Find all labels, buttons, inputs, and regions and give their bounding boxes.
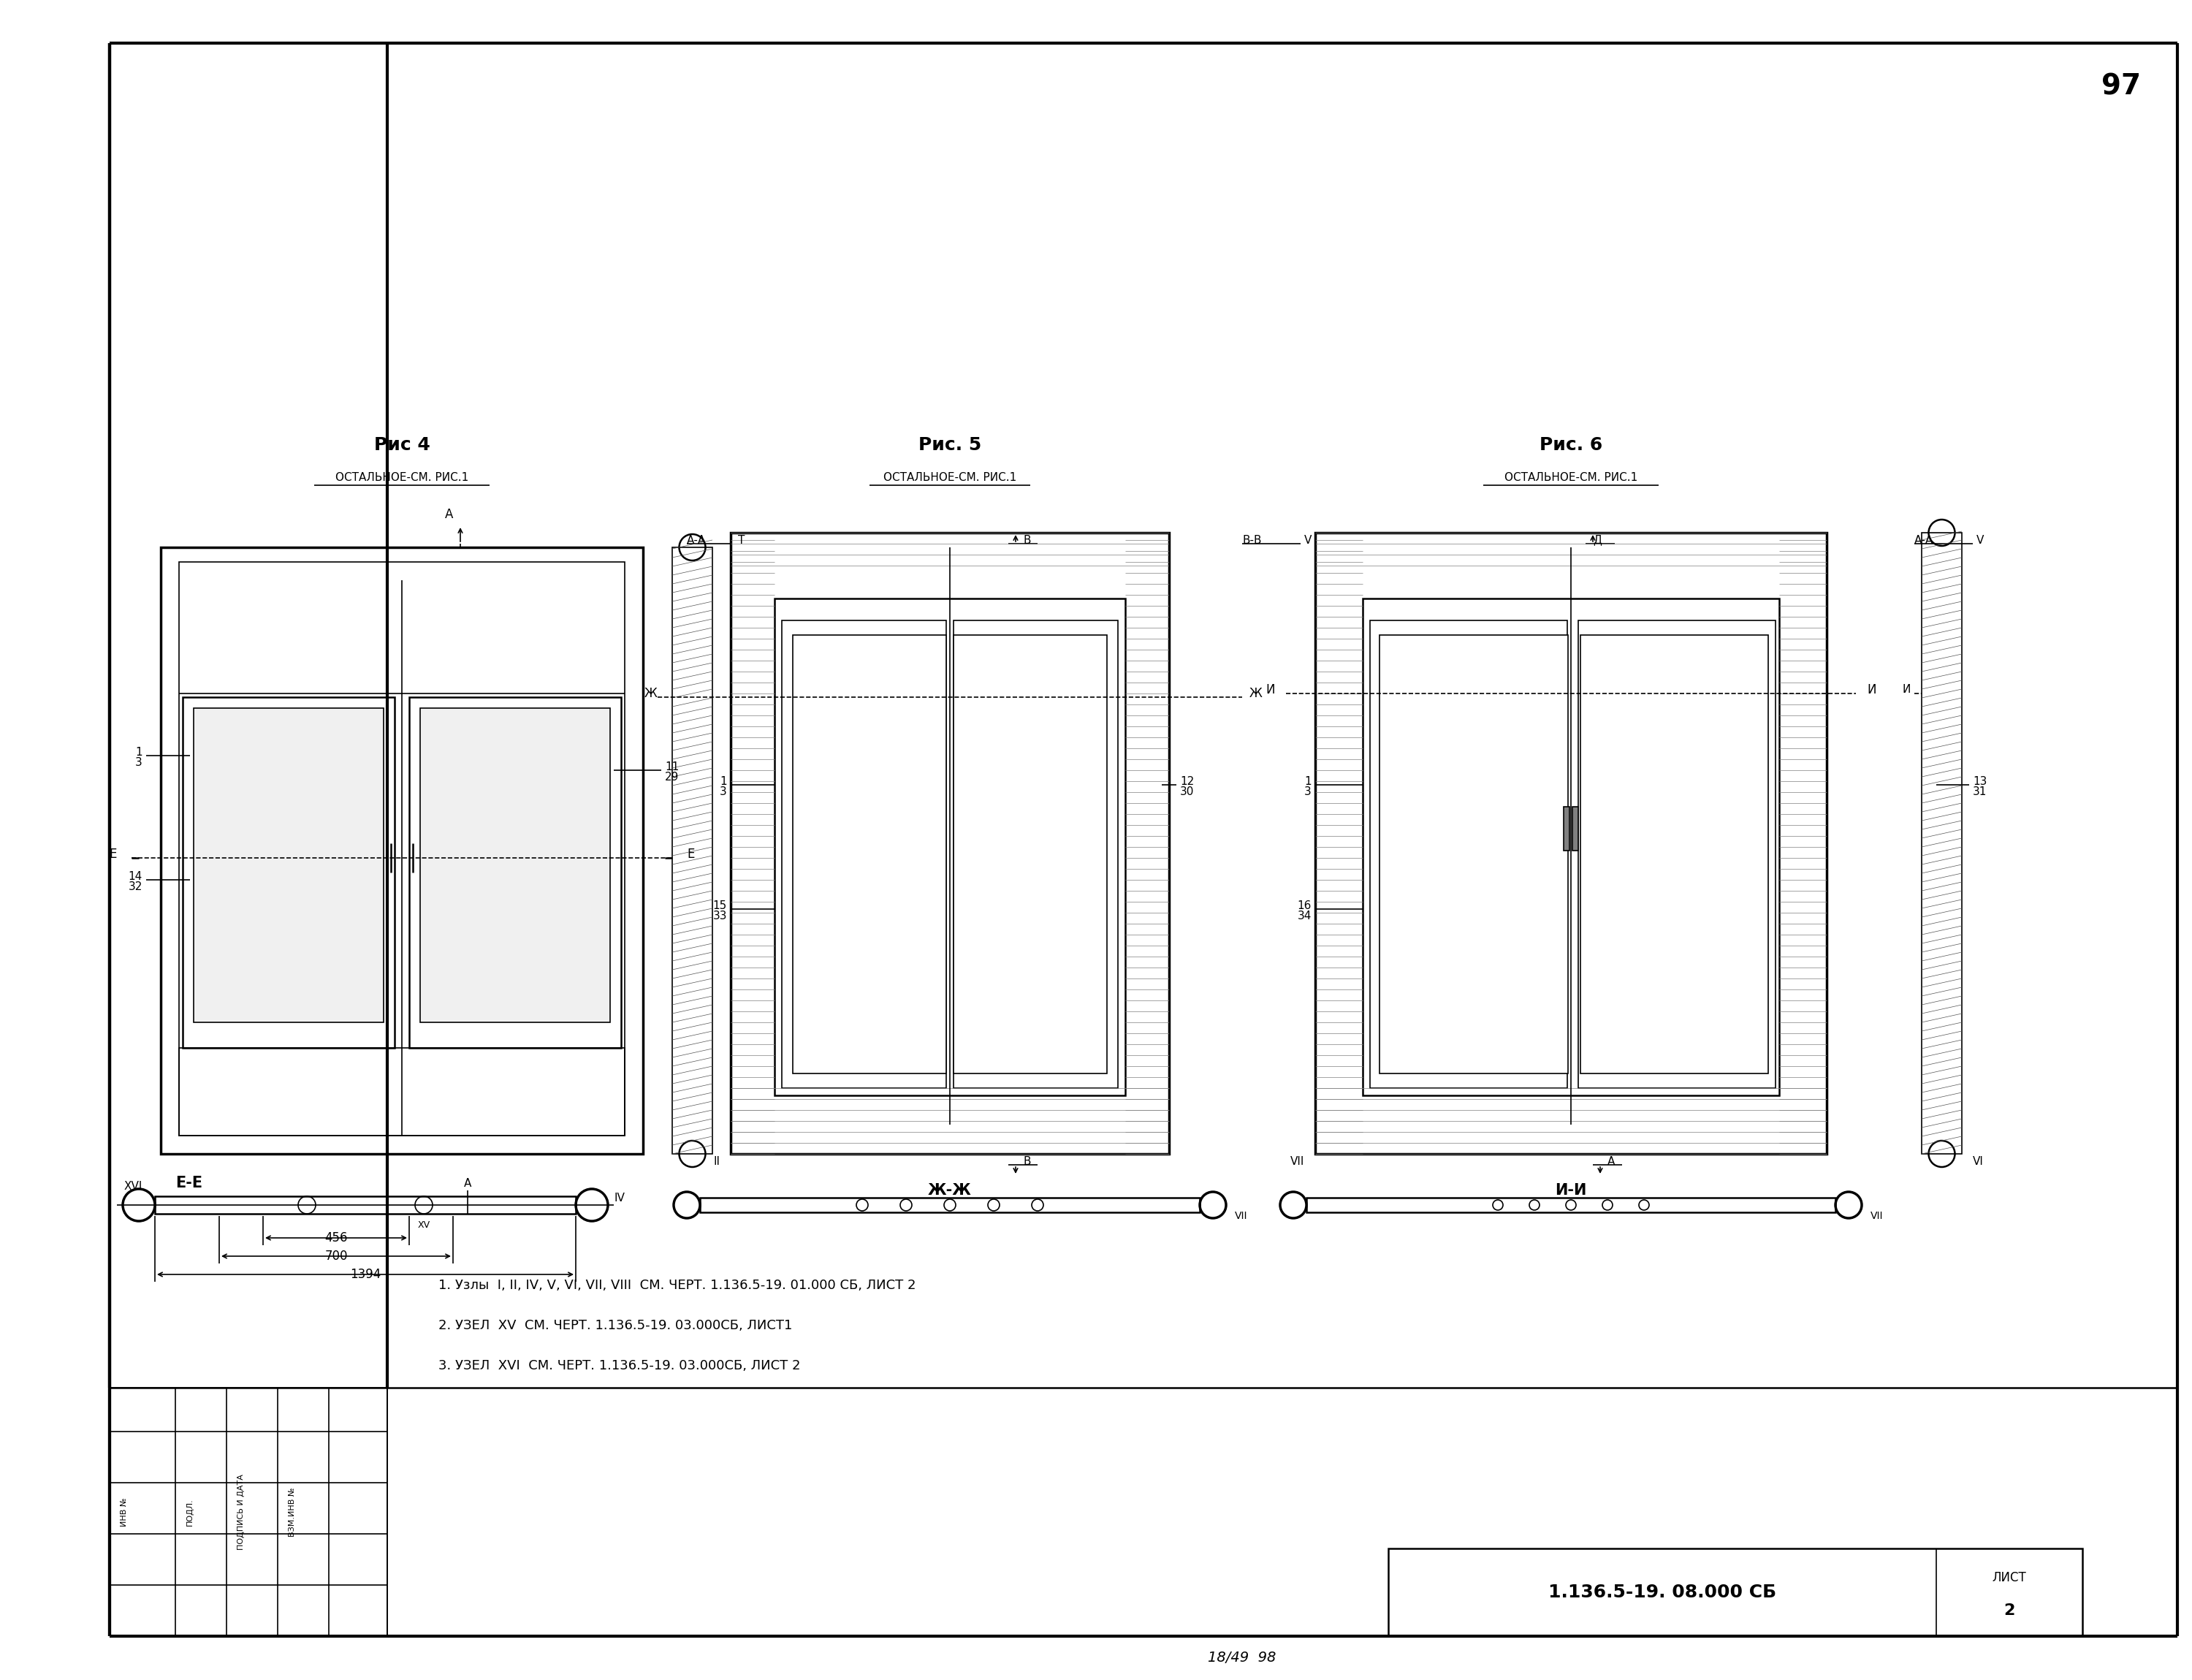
Text: ПОДПИСЬ И ДАТА: ПОДПИСЬ И ДАТА: [237, 1473, 246, 1551]
Text: 32: 32: [129, 882, 142, 892]
Text: Д: Д: [1594, 534, 1602, 546]
Text: Ж: Ж: [1249, 687, 1263, 701]
Text: Т: Т: [739, 534, 745, 546]
Bar: [1563, 806, 1569, 850]
Text: 12: 12: [1179, 776, 1195, 786]
Bar: [1572, 806, 1578, 850]
Bar: [954, 620, 1118, 1089]
Bar: [193, 707, 384, 1023]
Text: 1: 1: [136, 746, 142, 758]
Text: ОСТАЛЬНОЕ-СМ. РИС.1: ОСТАЛЬНОЕ-СМ. РИС.1: [1504, 472, 1637, 484]
Text: И-И: И-И: [1554, 1183, 1587, 1198]
Bar: [1922, 533, 1962, 1154]
Text: А: А: [1607, 1156, 1616, 1166]
Text: 3: 3: [719, 786, 728, 798]
Text: В-В: В-В: [1243, 534, 1263, 546]
Text: VI: VI: [1973, 1156, 1984, 1166]
Text: 2. УЗЕЛ  XV  СМ. ЧЕРТ. 1.136.5-19. 03.000СБ, ЛИСТ1: 2. УЗЕЛ XV СМ. ЧЕРТ. 1.136.5-19. 03.000С…: [438, 1319, 791, 1332]
Text: 1: 1: [719, 776, 728, 786]
Text: Ж-Ж: Ж-Ж: [927, 1183, 971, 1198]
Text: 13: 13: [1973, 776, 1986, 786]
Text: 31: 31: [1973, 786, 1986, 798]
Text: 18/49  98: 18/49 98: [1208, 1651, 1276, 1665]
Text: 1394: 1394: [351, 1268, 381, 1282]
Text: Е: Е: [686, 848, 695, 860]
Text: VII: VII: [1234, 1211, 1247, 1221]
Bar: [783, 620, 947, 1089]
Text: А-А: А-А: [686, 534, 706, 546]
Bar: [730, 533, 1168, 1154]
Bar: [1580, 635, 1769, 1074]
Text: VII: VII: [1291, 1156, 1304, 1166]
Text: 97: 97: [2102, 72, 2142, 101]
Text: Е: Е: [110, 848, 116, 860]
Bar: [1315, 533, 1826, 1154]
Text: Рис. 6: Рис. 6: [1539, 437, 1602, 454]
Text: ОСТАЛЬНОЕ-СМ. РИС.1: ОСТАЛЬНОЕ-СМ. РИС.1: [335, 472, 469, 484]
Bar: [1306, 1198, 1835, 1213]
Text: 29: 29: [664, 773, 680, 783]
Bar: [1363, 598, 1780, 1095]
Text: А-А: А-А: [1914, 534, 1933, 546]
Bar: [699, 1198, 1199, 1213]
Bar: [673, 548, 712, 1154]
Text: 16: 16: [1298, 900, 1311, 911]
Text: 11: 11: [664, 761, 680, 773]
Text: 30: 30: [1179, 786, 1195, 798]
Text: 700: 700: [324, 1250, 349, 1263]
Text: 3: 3: [1304, 786, 1311, 798]
Text: И: И: [1267, 684, 1276, 697]
Text: А: А: [465, 1178, 471, 1188]
Text: 1. Узлы  I, II, IV, V, VI, VII, VIII  СМ. ЧЕРТ. 1.136.5-19. 01.000 СБ, ЛИСТ 2: 1. Узлы I, II, IV, V, VI, VII, VIII СМ. …: [438, 1278, 916, 1292]
Text: В: В: [1024, 1156, 1030, 1166]
Text: ВЗМ.ИНВ №: ВЗМ.ИНВ №: [289, 1487, 296, 1537]
Text: Ж: Ж: [644, 687, 658, 701]
Text: V: V: [1304, 534, 1311, 546]
Text: Е-Е: Е-Е: [175, 1176, 202, 1191]
Text: ЛИСТ: ЛИСТ: [1993, 1571, 2025, 1584]
Text: IV: IV: [614, 1193, 625, 1203]
Bar: [156, 1196, 576, 1213]
Bar: [421, 707, 609, 1023]
Text: 3. УЗЕЛ  XVI  СМ. ЧЕРТ. 1.136.5-19. 03.000СБ, ЛИСТ 2: 3. УЗЕЛ XVI СМ. ЧЕРТ. 1.136.5-19. 03.000…: [438, 1359, 800, 1373]
Text: II: II: [712, 1156, 719, 1166]
Text: И: И: [1903, 684, 1911, 696]
Text: 33: 33: [712, 911, 728, 922]
Text: ИНВ №: ИНВ №: [121, 1497, 127, 1527]
Text: 14: 14: [129, 870, 142, 882]
Bar: [1370, 620, 1567, 1089]
Text: V: V: [1977, 534, 1984, 546]
Bar: [180, 1048, 625, 1136]
Text: Рис 4: Рис 4: [375, 437, 430, 454]
Bar: [774, 598, 1124, 1095]
Text: 15: 15: [712, 900, 728, 911]
Bar: [1379, 635, 1567, 1074]
Bar: [160, 548, 642, 1154]
Text: ПОДЛ.: ПОДЛ.: [186, 1499, 193, 1525]
Text: XVI: XVI: [125, 1181, 142, 1193]
Bar: [1388, 1549, 2082, 1636]
Text: XV: XV: [416, 1221, 430, 1230]
Text: И: И: [1868, 684, 1876, 697]
Text: 3: 3: [136, 758, 142, 768]
Text: 1.136.5-19. 08.000 СБ: 1.136.5-19. 08.000 СБ: [1548, 1584, 1776, 1601]
Text: 1: 1: [1304, 776, 1311, 786]
Text: Рис. 5: Рис. 5: [918, 437, 982, 454]
Text: В: В: [1024, 534, 1030, 546]
Text: VII: VII: [1870, 1211, 1883, 1221]
Bar: [180, 561, 625, 1136]
Text: 34: 34: [1298, 911, 1311, 922]
Bar: [182, 697, 395, 1048]
Text: 2: 2: [2003, 1603, 2014, 1618]
Bar: [1578, 620, 1776, 1089]
Bar: [954, 635, 1107, 1074]
Bar: [794, 635, 947, 1074]
Bar: [410, 697, 620, 1048]
Text: 456: 456: [324, 1231, 349, 1245]
Text: ОСТАЛЬНОЕ-СМ. РИС.1: ОСТАЛЬНОЕ-СМ. РИС.1: [883, 472, 1017, 484]
Text: А: А: [445, 507, 454, 521]
